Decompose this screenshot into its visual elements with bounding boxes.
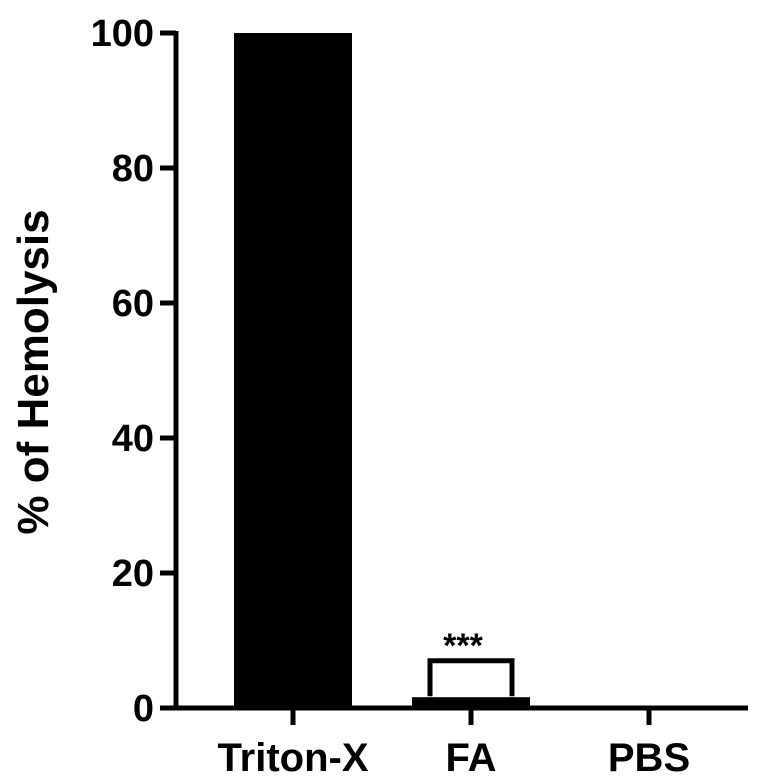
bar-triton-x — [234, 33, 352, 708]
y-tick-label: 0 — [133, 688, 154, 730]
x-tick-label: Triton-X — [217, 736, 368, 776]
significance-label: *** — [443, 627, 483, 665]
significance-bracket — [427, 658, 515, 697]
x-tick-label: FA — [445, 736, 496, 776]
x-tick-label: PBS — [608, 736, 690, 776]
y-axis-title: % of Hemolysis — [9, 209, 58, 534]
bar-fa — [412, 697, 530, 708]
y-tick-label: 20 — [112, 553, 154, 595]
y-tick-label: 60 — [112, 283, 154, 325]
y-tick-label: 100 — [91, 13, 154, 55]
y-tick-label: 80 — [112, 148, 154, 190]
y-tick-label: 40 — [112, 418, 154, 460]
